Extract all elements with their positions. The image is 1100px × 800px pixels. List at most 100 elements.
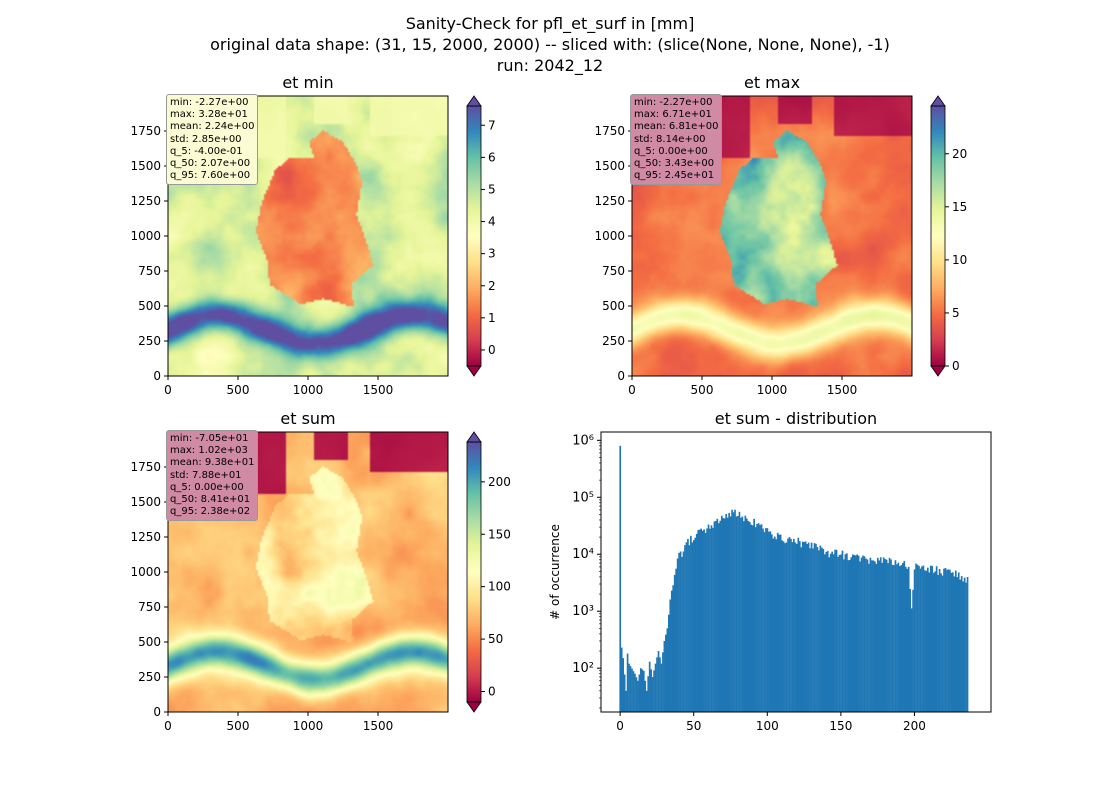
et-sum-y-tick-label: 0 <box>153 705 161 719</box>
histogram-bar <box>906 568 909 712</box>
histogram-bar <box>818 550 820 712</box>
histogram-bar <box>871 560 873 712</box>
histogram-bar <box>831 551 833 712</box>
histogram-bar <box>929 565 932 712</box>
histogram-bar <box>846 553 848 712</box>
histogram-bar <box>953 576 956 712</box>
histogram-bar <box>932 572 935 712</box>
distribution-y-tick-label: 10³ <box>572 604 594 619</box>
figure-title: Sanity-Check for pfl_et_surf in [mm] <box>405 14 695 33</box>
histogram-bar <box>860 557 863 712</box>
et-min-colorbar-tick-label: 4 <box>488 215 496 229</box>
histogram-bar <box>834 549 836 712</box>
histogram-bar <box>853 555 856 712</box>
distribution-title: et sum - distribution <box>715 409 877 428</box>
histogram-bar <box>829 553 832 712</box>
histogram-bar <box>944 567 947 712</box>
histogram-bar <box>899 565 901 712</box>
histogram-bar <box>832 554 835 712</box>
histogram-bar <box>907 566 910 712</box>
histogram-bar <box>960 576 963 712</box>
histogram-bar <box>697 529 700 712</box>
histogram-bar <box>770 534 773 712</box>
histogram-bar <box>691 542 694 712</box>
histogram-bar <box>673 574 676 712</box>
et-min-colorbar-tick-label: 3 <box>488 247 496 261</box>
et-min-y-tick-label: 1000 <box>130 229 161 243</box>
histogram-bar <box>865 558 867 712</box>
histogram-bar <box>904 566 907 712</box>
histogram-bar <box>647 676 650 712</box>
histogram-bar <box>731 509 733 712</box>
et-min-y-tick-label: 250 <box>138 334 161 348</box>
figure-subtitle: original data shape: (31, 15, 2000, 2000… <box>210 35 890 54</box>
histogram-bar <box>890 559 892 712</box>
histogram-bar <box>847 560 850 712</box>
et-max-colorbar-extend-bottom <box>930 365 946 377</box>
distribution-x-tick-label: 100 <box>756 719 779 733</box>
histogram-bar <box>659 657 661 712</box>
histogram-bar <box>784 543 786 712</box>
et-max-x-tick-label: 1500 <box>827 383 858 397</box>
histogram-bar <box>667 614 670 712</box>
histogram-bar <box>941 575 944 712</box>
histogram-bar <box>940 573 942 712</box>
histogram-bar <box>903 560 906 712</box>
et-sum-x-tick-label: 1000 <box>293 719 324 733</box>
histogram-bar <box>926 567 929 712</box>
histogram-bar <box>934 571 937 712</box>
histogram-bar <box>790 538 792 712</box>
histogram-bar <box>952 572 954 712</box>
et-sum-colorbar-extend-bottom <box>466 701 482 713</box>
et-max-stat-line: max: 6.71e+01 <box>634 109 712 121</box>
histogram-bar <box>779 534 782 712</box>
histogram-bar <box>759 524 761 712</box>
et-max-stat-line: q_5: 0.00e+00 <box>634 145 708 157</box>
histogram-bar <box>837 556 839 712</box>
et-min-stat-line: max: 3.28e+01 <box>170 109 248 121</box>
histogram-bar <box>700 528 703 712</box>
histogram-bar <box>838 554 841 712</box>
et-sum-stat-line: std: 7.88e+01 <box>170 469 242 481</box>
histogram-bar <box>869 557 872 712</box>
et-max-stat-line: min: -2.27e+00 <box>634 97 713 108</box>
histogram-bar <box>928 572 931 712</box>
et-sum-colorbar-extend-top <box>466 431 482 443</box>
et-min-colorbar-tick-label: 1 <box>488 311 496 325</box>
histogram-bar <box>687 538 689 712</box>
histogram-bar <box>631 668 633 712</box>
histogram-bar <box>888 557 891 712</box>
histogram-bar <box>806 543 808 712</box>
histogram-bar <box>894 560 897 712</box>
histogram-bar <box>657 651 660 712</box>
distribution-y-tick-label: 10⁶ <box>572 433 594 448</box>
et-min-stats-box: min: -2.27e+00 max: 3.28e+01 mean: 2.24e+0… <box>166 94 259 186</box>
et-max-colorbar-extend-top <box>930 95 946 107</box>
histogram-bar <box>826 550 829 712</box>
et-max-title: et max <box>744 73 800 92</box>
et-sum-x-tick-label: 1500 <box>363 719 394 733</box>
et-min-colorbar-extend-bottom <box>466 365 482 377</box>
et-sum-stats-box: min: -7.05e+01 max: 1.02e+03 mean: 9.38e+0… <box>166 430 259 522</box>
et-min-x-tick-label: 1000 <box>293 383 324 397</box>
et-sum-y-tick-label: 1750 <box>130 460 161 474</box>
histogram-bar <box>754 527 757 712</box>
histogram-bar <box>745 518 748 712</box>
histogram-bar <box>642 670 645 712</box>
histogram-bar <box>718 523 720 712</box>
histogram-bar <box>815 543 817 712</box>
histogram-bar <box>641 669 644 712</box>
histogram-bar <box>962 581 964 712</box>
et-sum-stat-line: min: -7.05e+01 <box>170 433 249 444</box>
distribution-x-tick-label: 0 <box>616 719 624 733</box>
histogram-bar <box>773 536 776 712</box>
et-max-y-tick-label: 500 <box>602 299 625 313</box>
histogram-bar <box>921 566 923 712</box>
et-sum-colorbar-tick-label: 200 <box>488 475 511 489</box>
distribution-x-tick-label: 200 <box>903 719 926 733</box>
et-min-y-tick-label: 750 <box>138 264 161 278</box>
histogram-bar <box>695 533 698 712</box>
histogram-bar <box>678 552 680 712</box>
histogram-bar <box>885 559 888 712</box>
